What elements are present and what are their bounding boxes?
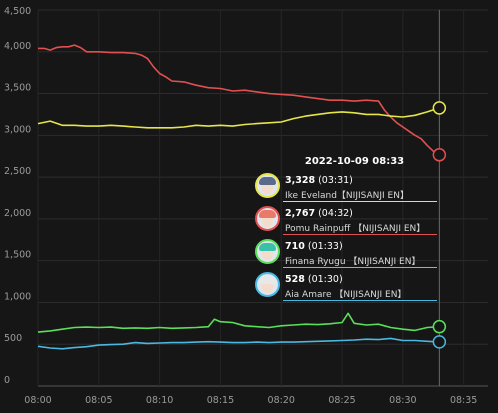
avatar xyxy=(255,206,280,231)
tooltip-row: 2,767 (04:32) Pomu Rainpuff 【NIJISANJI EN… xyxy=(255,203,440,236)
tooltip-value: 528 (01:30) xyxy=(285,274,343,285)
y-tick-label: 1,500 xyxy=(4,250,31,261)
viewer-count: 710 xyxy=(285,241,305,252)
avatar xyxy=(255,272,280,297)
viewer-count: 2,767 xyxy=(285,208,316,219)
x-tick-label: 08:00 xyxy=(24,395,51,406)
avatar xyxy=(255,173,280,198)
viewer-count: 3,328 xyxy=(285,175,316,186)
hover-marker xyxy=(432,335,447,349)
x-tick-label: 08:20 xyxy=(268,395,295,406)
series-line xyxy=(37,312,440,333)
tooltip-value: 710 (01:33) xyxy=(285,241,343,252)
channel-name: Pomu Rainpuff 【NIJISANJI EN】 xyxy=(285,224,426,234)
series-color-underline xyxy=(283,201,437,202)
y-tick-label: 3,000 xyxy=(4,124,31,135)
series-color-underline xyxy=(283,234,437,235)
x-tick-label: 08:15 xyxy=(207,395,234,406)
y-tick-label: 2,000 xyxy=(4,208,31,219)
tooltip-value: 3,328 (03:31) xyxy=(285,175,353,186)
series-color-underline xyxy=(283,267,437,268)
series-line xyxy=(37,107,440,129)
x-tick-label: 08:35 xyxy=(450,395,477,406)
series-color-underline xyxy=(283,300,437,301)
avatar xyxy=(255,239,280,264)
channel-name: Finana Ryugu 【NIJISANJI EN】 xyxy=(285,257,421,267)
stream-duration: (04:32) xyxy=(315,208,353,219)
y-tick-label: 4,500 xyxy=(4,6,31,17)
hover-marker xyxy=(432,101,447,115)
y-tick-label: 2,500 xyxy=(4,166,31,177)
x-tick-label: 08:10 xyxy=(146,395,173,406)
hover-marker xyxy=(432,148,447,162)
tooltip-row: 710 (01:33) Finana Ryugu 【NIJISANJI EN】 xyxy=(255,236,440,269)
series-line xyxy=(37,337,440,350)
stream-duration: (01:33) xyxy=(304,241,343,252)
y-tick-label: 0 xyxy=(4,375,10,386)
x-tick-label: 08:05 xyxy=(85,395,112,406)
y-tick-label: 4,000 xyxy=(4,41,31,52)
stream-duration: (03:31) xyxy=(315,175,353,186)
chart-tooltip: 2022-10-09 08:33 3,328 (03:31) Ike Evelan… xyxy=(255,154,440,302)
hover-marker xyxy=(432,319,447,334)
y-tick-label: 3,500 xyxy=(4,83,31,94)
series-line xyxy=(38,44,440,156)
channel-name: Aia Amare 【NIJISANJI EN】 xyxy=(285,290,407,300)
y-tick-label: 1,000 xyxy=(4,291,31,302)
tooltip-row: 3,328 (03:31) Ike Eveland【NIJISANJI EN】 xyxy=(255,170,440,203)
viewer-count: 528 xyxy=(285,274,305,285)
channel-name: Ike Eveland【NIJISANJI EN】 xyxy=(285,191,409,201)
tooltip-title: 2022-10-09 08:33 xyxy=(304,156,405,167)
tooltip-row: 528 (01:30) Aia Amare 【NIJISANJI EN】 xyxy=(255,269,440,302)
x-tick-label: 08:25 xyxy=(328,395,355,406)
y-tick-label: 500 xyxy=(4,333,22,344)
tooltip-value: 2,767 (04:32) xyxy=(285,208,353,219)
stream-duration: (01:30) xyxy=(304,274,343,285)
x-tick-label: 08:30 xyxy=(389,395,416,406)
